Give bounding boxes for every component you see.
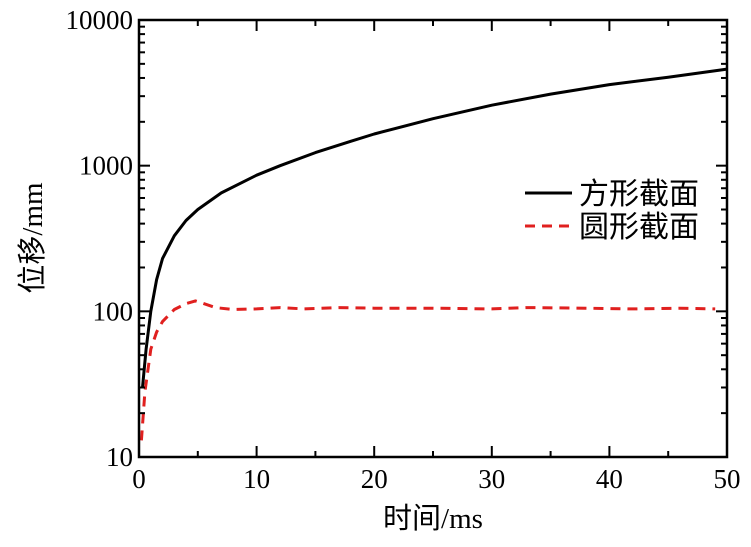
y-tick-label: 100: [93, 296, 134, 326]
y-tick-label: 10000: [66, 5, 134, 35]
legend-label-square-section: 方形截面: [579, 178, 699, 211]
series-line-square-section: [141, 67, 728, 388]
x-tick-label: 30: [478, 464, 505, 494]
y-tick-label: 1000: [79, 151, 133, 181]
x-axis-title: 时间/ms: [383, 502, 483, 535]
y-tick-label: 10: [106, 442, 133, 472]
series-line-circular-section: [139, 299, 716, 441]
y-axis-title: 位移/mm: [16, 182, 49, 294]
x-tick-label: 40: [596, 464, 623, 494]
series-layer: [139, 67, 728, 441]
ticks-layer: [138, 19, 728, 458]
x-tick-label: 0: [132, 464, 146, 494]
legend-label-circular-section: 圆形截面: [579, 211, 699, 244]
x-tick-label: 20: [361, 464, 388, 494]
legend: 方形截面 圆形截面: [525, 178, 699, 244]
x-tick-label: 10: [243, 464, 270, 494]
plot-area: [139, 20, 727, 457]
x-tick-label: 50: [714, 464, 741, 494]
